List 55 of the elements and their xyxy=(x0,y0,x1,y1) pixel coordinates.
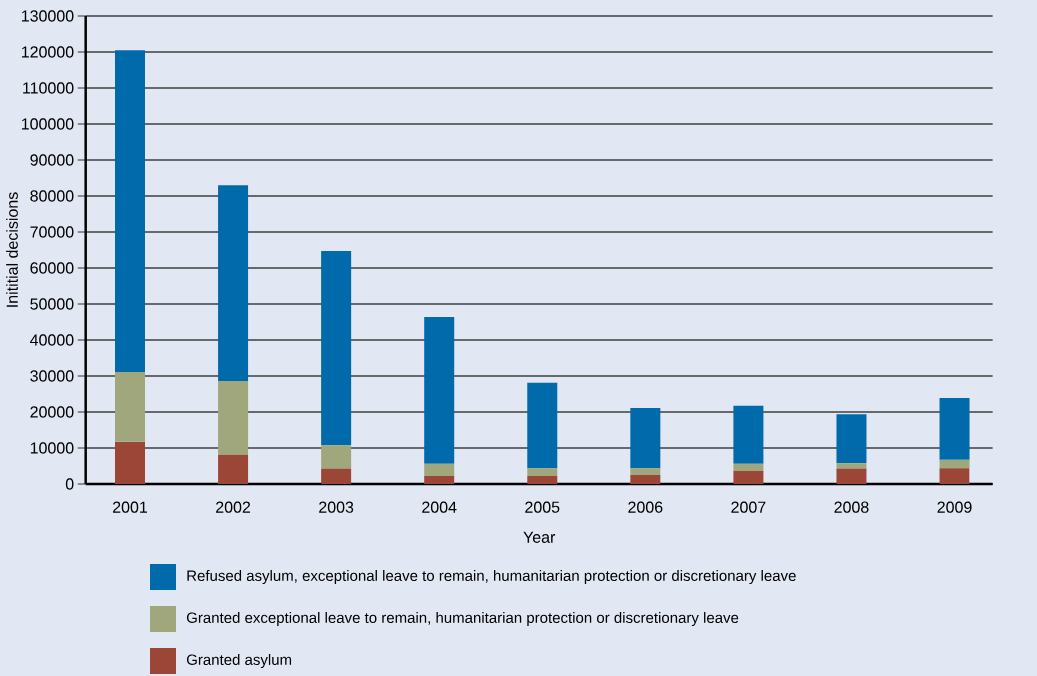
bar xyxy=(321,445,352,469)
bar xyxy=(836,414,867,464)
y-tick-label: 60000 xyxy=(30,262,74,274)
x-tick-label: 2008 xyxy=(834,501,869,513)
y-tick-label: 40000 xyxy=(30,334,74,346)
bar xyxy=(527,468,558,477)
y-tick-label: 50000 xyxy=(30,298,74,310)
bar xyxy=(424,316,455,464)
x-tick-label: 2003 xyxy=(319,501,354,513)
bar xyxy=(836,468,867,484)
x-tick-label: 2007 xyxy=(731,501,766,513)
bar xyxy=(115,50,145,373)
y-tick-label: 30000 xyxy=(30,370,74,382)
bar xyxy=(321,251,352,446)
bar xyxy=(218,454,249,484)
y-tick-label: 80000 xyxy=(30,190,74,202)
bar xyxy=(527,382,558,469)
y-axis-title: Inititial decisions xyxy=(6,192,18,307)
bar xyxy=(630,468,661,475)
x-tick-label: 2005 xyxy=(525,501,560,513)
y-tick-label: 100000 xyxy=(21,118,74,130)
x-tick-label: 2001 xyxy=(113,501,147,513)
bar xyxy=(836,463,867,469)
legend-label: Granted exceptional leave to remain, humanitarian protection or discretionary leave xyxy=(186,611,739,626)
bar xyxy=(321,468,352,484)
bar xyxy=(939,397,970,460)
y-tick-label: 130000 xyxy=(21,10,74,22)
x-tick-label: 2009 xyxy=(937,501,972,513)
y-tick-label: 70000 xyxy=(30,226,74,238)
bar xyxy=(939,459,970,469)
x-axis-title: Year xyxy=(523,531,556,543)
bar xyxy=(218,381,249,455)
y-tick-label: 110000 xyxy=(23,82,74,94)
y-tick-label: 120000 xyxy=(21,46,74,58)
bar xyxy=(733,405,764,464)
bar xyxy=(733,471,764,484)
x-tick-label: 2004 xyxy=(422,501,457,513)
legend-label: Granted asylum xyxy=(186,653,292,668)
y-tick-label: 10000 xyxy=(30,442,74,454)
y-tick-label: 90000 xyxy=(30,154,74,166)
bar xyxy=(630,474,661,484)
y-tick-label: 0 xyxy=(65,478,74,490)
bar xyxy=(115,441,145,484)
bar xyxy=(424,463,455,477)
bar xyxy=(115,372,145,442)
y-tick-label: 20000 xyxy=(30,406,74,418)
bar xyxy=(218,185,249,382)
bar xyxy=(424,476,455,484)
bar xyxy=(733,463,764,472)
bar xyxy=(630,408,661,469)
legend-label: Refused asylum, exceptional leave to remain, humanitarian protection or discretionary leave xyxy=(187,569,796,584)
bar xyxy=(939,468,970,484)
x-tick-label: 2006 xyxy=(628,501,663,513)
bar xyxy=(527,476,558,484)
x-tick-label: 2002 xyxy=(216,501,251,513)
